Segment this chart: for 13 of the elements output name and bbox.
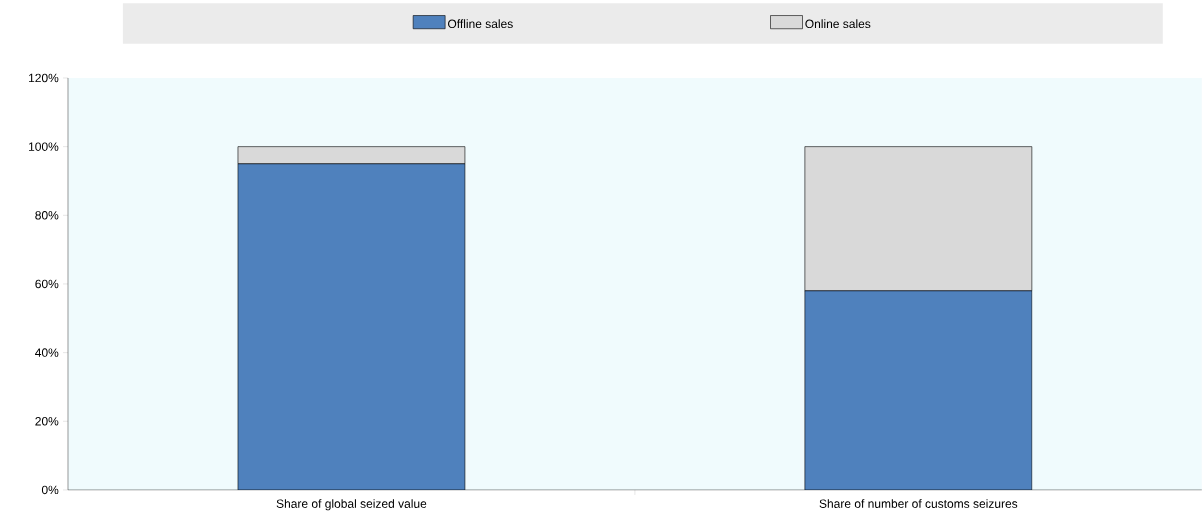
y-tick-label: 100% bbox=[29, 142, 59, 151]
y-tick-label: 0% bbox=[41, 485, 59, 495]
x-tick-label: Share of number of customs seizures bbox=[819, 499, 1018, 508]
legend-label: Offline sales bbox=[448, 19, 513, 29]
y-tick-label: 40% bbox=[35, 348, 59, 357]
y-tick-label: 60% bbox=[35, 279, 59, 289]
y-tick-label: 20% bbox=[35, 417, 59, 426]
bar bbox=[804, 290, 1033, 490]
y-tick-label: 80% bbox=[35, 211, 59, 220]
x-tick-label: Share of global seized value bbox=[276, 499, 427, 511]
bar bbox=[237, 163, 465, 490]
legend-label: Online sales bbox=[805, 19, 871, 29]
y-tick-label: 120% bbox=[29, 73, 59, 83]
